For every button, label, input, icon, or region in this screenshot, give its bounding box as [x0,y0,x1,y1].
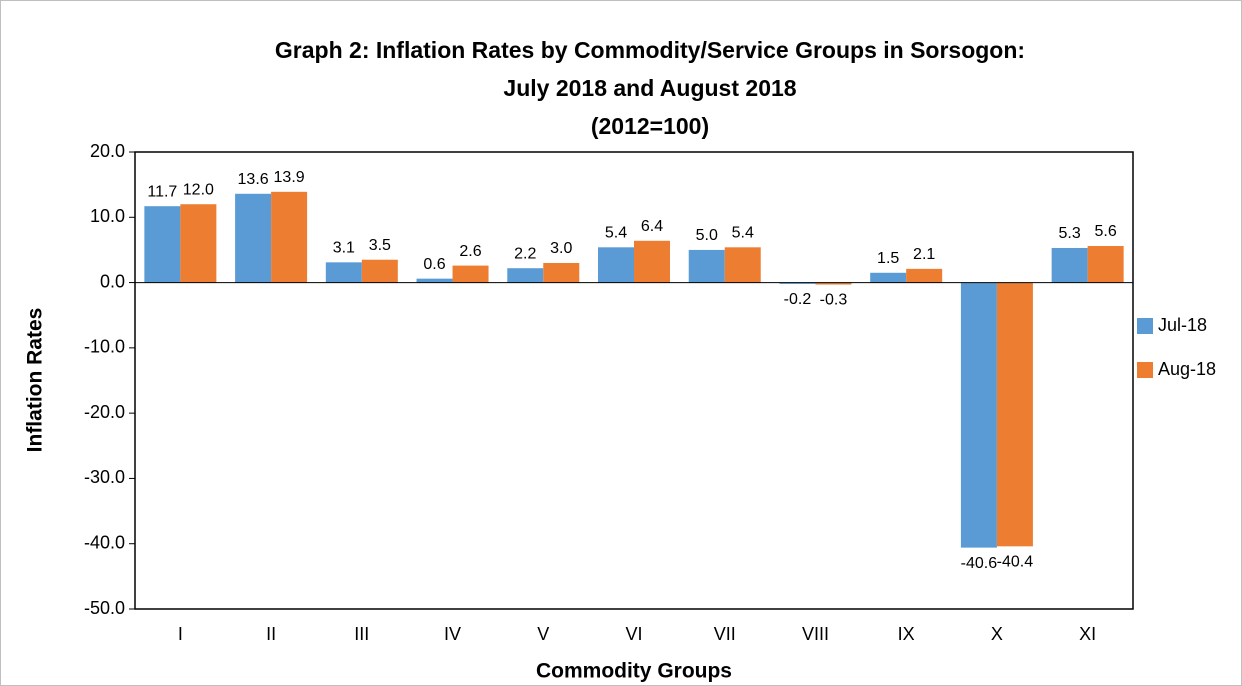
bar [815,282,852,285]
y-tick-label: 20.0 [90,141,125,161]
legend-label: Jul-18 [1158,315,1207,335]
bar [598,247,634,283]
bar [779,282,816,284]
data-label: 2.2 [514,245,536,262]
data-label: 2.6 [459,243,481,260]
data-label: -0.3 [820,292,848,309]
data-label: 2.1 [913,246,935,263]
x-axis-title: Commodity Groups [536,660,732,683]
bar [144,206,181,283]
data-label: 5.4 [605,225,627,242]
y-tick-label: -40.0 [84,532,125,552]
data-label: 11.7 [147,183,177,200]
data-label: 5.4 [732,225,754,242]
data-label: 5.0 [696,227,718,244]
data-label: 5.6 [1095,223,1117,240]
data-label: -40.4 [997,554,1034,571]
y-tick-label: 10.0 [90,206,125,226]
bar [452,265,489,283]
data-label: 1.5 [877,250,899,267]
data-label: 5.3 [1059,225,1081,242]
x-tick-label: IX [898,624,915,644]
bar [906,268,943,283]
legend-label: Aug-18 [1158,359,1216,379]
bar [870,272,907,283]
data-label: 0.6 [423,256,445,273]
x-tick-label: V [537,624,549,644]
bar [724,247,761,283]
chart-title: (2012=100) [591,113,709,139]
bar [416,278,453,283]
x-tick-label: II [266,624,276,644]
data-label: 13.9 [274,169,305,186]
bar [507,268,544,283]
legend-swatch [1137,362,1153,378]
x-tick-label: VII [714,624,736,644]
y-axis-title: Inflation Rates [24,308,47,453]
y-tick-label: -20.0 [84,402,125,422]
x-tick-label: XI [1079,624,1096,644]
chart-title: Graph 2: Inflation Rates by Commodity/Se… [275,37,1025,63]
data-label: 3.5 [369,237,391,254]
x-tick-label: VI [625,624,642,644]
y-tick-label: -50.0 [84,598,125,618]
chart-title: July 2018 and August 2018 [503,75,796,101]
bar [634,240,670,283]
y-tick-label: -10.0 [84,337,125,357]
y-tick-label: -30.0 [84,467,125,487]
bar [996,282,1033,547]
x-tick-label: X [991,624,1003,644]
bar [271,191,308,283]
x-tick-label: III [354,624,369,644]
x-tick-label: I [178,624,183,644]
bar [688,249,725,283]
legend-swatch [1137,318,1153,334]
x-tick-label: VIII [802,624,829,644]
bar [1087,246,1124,283]
bar [235,193,272,283]
bar [960,282,997,548]
data-label: -0.2 [784,291,812,308]
data-label: 3.1 [333,240,355,257]
data-label: -40.6 [961,555,998,572]
plot-area [134,151,1134,610]
bar [1051,247,1088,283]
data-label: 3.0 [550,240,572,257]
data-label: 12.0 [183,181,214,198]
y-tick-label: 0.0 [100,271,125,291]
bar [361,259,398,283]
x-tick-label: IV [444,624,461,644]
data-label: 6.4 [641,218,663,235]
data-label: 13.6 [238,171,269,188]
bar [543,262,580,283]
bar [180,204,217,283]
bar [325,262,362,283]
